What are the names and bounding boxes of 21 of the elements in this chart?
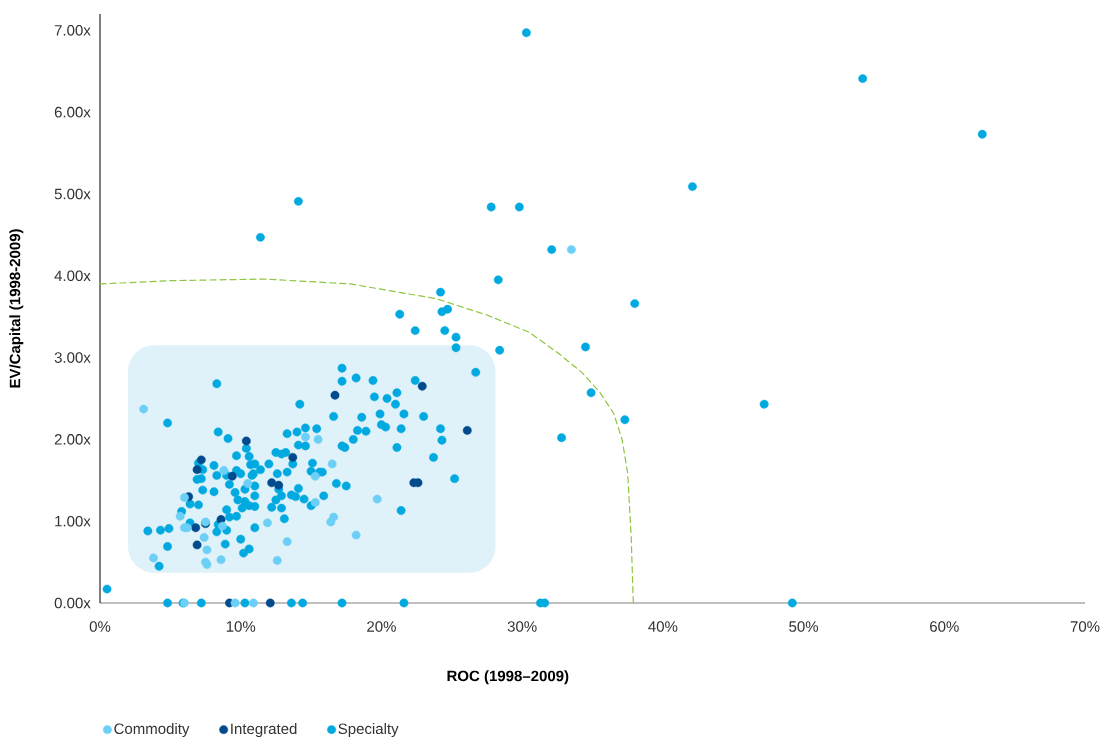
- y-tick-label: 2.00x: [54, 434, 91, 445]
- y-tick-label: 4.00x: [54, 270, 91, 282]
- y-tick-label: 3.00x: [54, 352, 91, 363]
- x-tick-label: 60%: [930, 621, 959, 632]
- legend-label: Specialty: [338, 723, 399, 738]
- x-tick-label: 20%: [367, 621, 396, 632]
- y-tick-label: 1.00x: [55, 515, 91, 527]
- legend-label: Integrated: [231, 723, 297, 738]
- y-tick-label: 6.00x: [54, 106, 91, 118]
- y-axis-title: EV/Capital (1998-2009): [9, 229, 24, 388]
- x-tick-label: 40%: [648, 621, 678, 632]
- x-axis-title: ROC (1998–2009): [447, 670, 569, 685]
- y-tick-label: 7.00x: [54, 25, 91, 36]
- x-tick-label: 70%: [1070, 621, 1100, 632]
- x-tick-label: 50%: [789, 621, 819, 632]
- legend-label: Commodity: [114, 723, 190, 738]
- x-tick-label: 10%: [226, 621, 256, 632]
- x-tick-label: 0%: [89, 621, 111, 632]
- y-tick-label: 5.00x: [54, 188, 91, 200]
- x-tick-label: 30%: [507, 621, 537, 632]
- y-tick-label: 0.00x: [54, 597, 91, 609]
